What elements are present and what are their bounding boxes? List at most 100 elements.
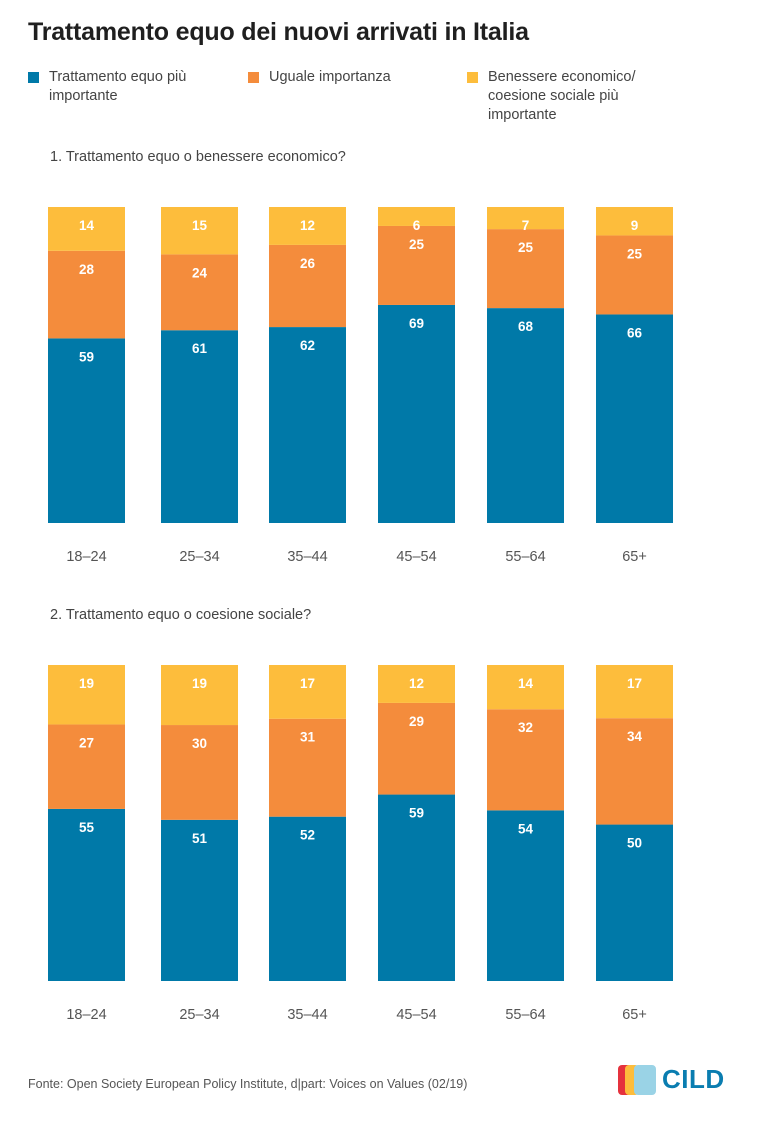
chart-1-data-label-equo-1: 61 bbox=[192, 341, 208, 356]
chart-2-data-label-uguale-2: 31 bbox=[300, 730, 316, 745]
chart-1-data-label-uguale-4: 25 bbox=[518, 240, 534, 255]
legend-label-line: Uguale importanza bbox=[269, 69, 391, 85]
chart-1-data-label-uguale-5: 25 bbox=[627, 246, 643, 261]
chart-1-data-label-uguale-2: 26 bbox=[300, 256, 316, 271]
chart-1-bar-uguale-3 bbox=[378, 225, 455, 305]
chart-1-data-label-benessere-3: 6 bbox=[413, 218, 421, 233]
cild-logo: CILD bbox=[618, 1064, 725, 1095]
chart-2-bar-uguale-5 bbox=[596, 718, 673, 825]
chart-2-tick-label-0: 18–24 bbox=[66, 1007, 106, 1023]
chart-2-bar-equo-3 bbox=[378, 794, 455, 981]
chart-2-bar-equo-1 bbox=[161, 819, 238, 981]
chart-1-data-label-benessere-4: 7 bbox=[522, 218, 530, 233]
chart-2-data-label-uguale-1: 30 bbox=[192, 736, 207, 751]
chart-1-data-label-benessere-2: 12 bbox=[300, 218, 315, 233]
chart-1-bar-equo-1 bbox=[161, 330, 238, 523]
chart-2-bar-benessere-4 bbox=[487, 665, 564, 710]
chart-2-data-label-benessere-0: 19 bbox=[79, 676, 94, 691]
chart-1-data-label-equo-2: 62 bbox=[300, 338, 315, 353]
chart-1-bar-benessere-5 bbox=[596, 207, 673, 236]
chart-1-tick-label-0: 18–24 bbox=[66, 549, 106, 565]
chart-2-tick-label-5: 65+ bbox=[622, 1007, 647, 1023]
chart-2-data-label-uguale-3: 29 bbox=[409, 714, 424, 729]
legend-swatch-equo bbox=[28, 72, 39, 83]
legend-label-uguale: Uguale importanza bbox=[269, 68, 391, 87]
chart-1-data-label-uguale-0: 28 bbox=[79, 262, 95, 277]
page-title: Trattamento equo dei nuovi arrivati in I… bbox=[28, 18, 529, 46]
chart-2-tick-label-1: 25–34 bbox=[179, 1007, 219, 1023]
chart-2-tick-label-3: 45–54 bbox=[396, 1007, 436, 1023]
chart-2-data-label-equo-5: 50 bbox=[627, 836, 642, 851]
chart-2-bar-equo-4 bbox=[487, 810, 564, 981]
legend-label-equo: Trattamento equo più importante bbox=[49, 68, 186, 106]
chart-2-data-label-equo-1: 51 bbox=[192, 831, 208, 846]
chart-2-data-label-uguale-0: 27 bbox=[79, 735, 94, 750]
legend-label-line: Trattamento equo più bbox=[49, 69, 187, 85]
chart-1-bar-uguale-5 bbox=[596, 235, 673, 315]
chart-1-data-label-uguale-3: 25 bbox=[409, 237, 425, 252]
chart-2-tick-label-2: 35–44 bbox=[287, 1007, 327, 1023]
chart-1-bar-equo-0 bbox=[48, 338, 125, 523]
chart-2-tick-label-4: 55–64 bbox=[505, 1007, 545, 1023]
chart-1-tick-label-3: 45–54 bbox=[396, 549, 436, 565]
chart-1-data-label-equo-5: 66 bbox=[627, 325, 643, 340]
chart-1-bar-benessere-0 bbox=[48, 207, 125, 251]
chart-1-bar-benessere-4 bbox=[487, 207, 564, 230]
legend-label-line: Benessere economico/ bbox=[488, 69, 636, 85]
legend-label-line: coesione sociale più bbox=[488, 88, 619, 104]
chart-1-bar-benessere-3 bbox=[378, 207, 455, 226]
chart-1-bar-uguale-1 bbox=[161, 254, 238, 331]
chart-1-bar-equo-4 bbox=[487, 308, 564, 523]
chart-2-data-label-uguale-5: 34 bbox=[627, 729, 643, 744]
chart-2-bar-uguale-1 bbox=[161, 725, 238, 820]
chart-1-data-label-uguale-1: 24 bbox=[192, 265, 208, 280]
legend-label-line: importante bbox=[488, 107, 557, 123]
chart-1-stacked-bars: 59 28 14 18–24 61 24 15 25–34 62 26 12 35–44 69 25 6 45… bbox=[48, 207, 673, 565]
chart-2-bar-equo-5 bbox=[596, 824, 673, 981]
chart-1-data-label-equo-0: 59 bbox=[79, 349, 94, 364]
chart-2-stacked-bars: 55 27 19 18–24 51 30 19 25–34 52 31 17 35–44 59 29 12 4… bbox=[48, 665, 673, 1023]
legend-label-line: importante bbox=[49, 88, 118, 104]
chart-2-data-label-equo-0: 55 bbox=[79, 820, 95, 835]
chart-2-bar-uguale-3 bbox=[378, 702, 455, 795]
chart-2-bar-uguale-4 bbox=[487, 709, 564, 811]
chart-2-bar-equo-0 bbox=[48, 808, 125, 981]
chart-1-data-label-equo-4: 68 bbox=[518, 319, 534, 334]
chart-1-tick-label-2: 35–44 bbox=[287, 549, 327, 565]
chart-2-data-label-uguale-4: 32 bbox=[518, 720, 533, 735]
chart-2-bar-benessere-3 bbox=[378, 665, 455, 703]
logo-bar-blue bbox=[634, 1064, 656, 1095]
chart-2-data-label-benessere-3: 12 bbox=[409, 676, 424, 691]
chart-1-bar-uguale-4 bbox=[487, 229, 564, 309]
chart-2-bar-uguale-0 bbox=[48, 724, 125, 809]
chart-2-data-label-benessere-4: 14 bbox=[518, 676, 534, 691]
legend-label-benessere: Benessere economico/ coesione sociale pi… bbox=[488, 68, 636, 125]
legend-swatch-uguale bbox=[248, 72, 259, 83]
chart-2-bar-benessere-0 bbox=[48, 665, 125, 725]
chart-2-bar-benessere-1 bbox=[161, 665, 238, 726]
legend-swatch-benessere bbox=[467, 72, 478, 83]
chart-1-bar-benessere-2 bbox=[269, 207, 346, 245]
chart-2-bar-benessere-2 bbox=[269, 665, 346, 719]
logo-text: CILD bbox=[662, 1064, 725, 1094]
chart-2-data-label-benessere-2: 17 bbox=[300, 676, 315, 691]
chart-1-tick-label-5: 65+ bbox=[622, 549, 647, 565]
source-note: Fonte: Open Society European Policy Inst… bbox=[28, 1077, 468, 1091]
logo-mark-icon bbox=[618, 1064, 656, 1095]
legend-item-equo: Trattamento equo più importante bbox=[28, 68, 186, 106]
chart-1-bar-uguale-0 bbox=[48, 250, 125, 339]
chart-1-data-label-benessere-5: 9 bbox=[631, 218, 639, 233]
legend-item-benessere: Benessere economico/ coesione sociale pi… bbox=[467, 68, 636, 125]
chart-2-data-label-equo-4: 54 bbox=[518, 821, 534, 836]
chart-1-tick-label-1: 25–34 bbox=[179, 549, 219, 565]
chart-1-bar-benessere-1 bbox=[161, 207, 238, 255]
chart-2-subtitle: 2. Trattamento equo o coesione sociale? bbox=[50, 607, 312, 623]
chart-2-bar-benessere-5 bbox=[596, 665, 673, 719]
chart-2-bar-uguale-2 bbox=[269, 718, 346, 817]
chart-2-bar-equo-2 bbox=[269, 816, 346, 981]
chart-1-bar-uguale-2 bbox=[269, 244, 346, 328]
legend-item-uguale: Uguale importanza bbox=[248, 68, 391, 87]
chart-1-bar-equo-5 bbox=[596, 314, 673, 523]
chart-1-bar-equo-3 bbox=[378, 304, 455, 523]
chart-1-bar-equo-2 bbox=[269, 327, 346, 523]
